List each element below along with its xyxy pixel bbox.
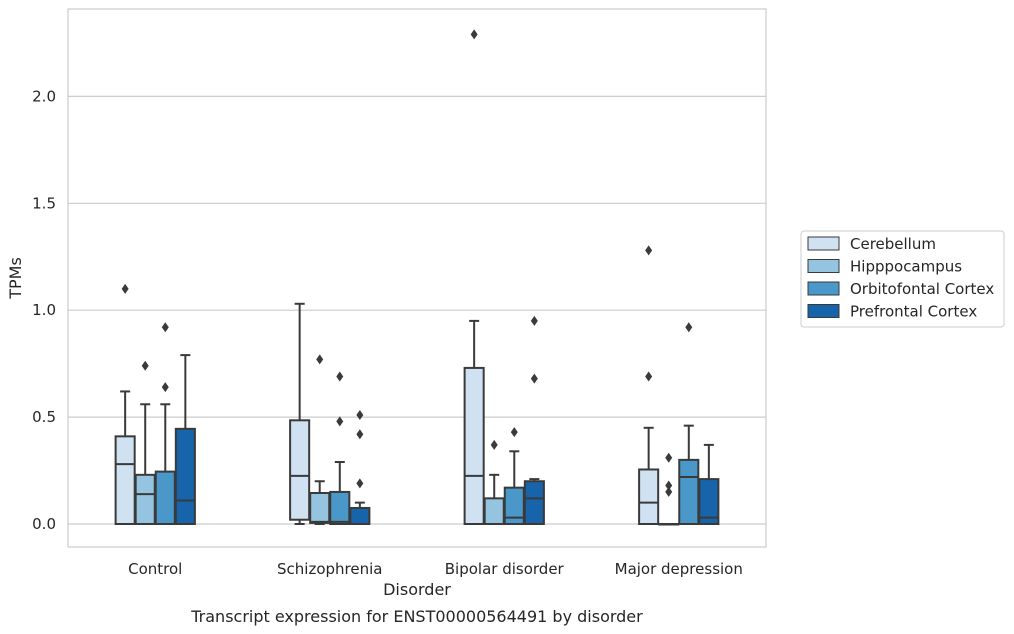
x-tick-label: Schizophrenia [277, 560, 382, 578]
outlier-point [316, 354, 324, 365]
outlier-point [665, 486, 673, 497]
x-axis-ticks: Control Schizophrenia Bipolar disorder Majo… [128, 560, 743, 578]
x-tick-label: Bipolar disorder [445, 560, 565, 578]
outlier-point [490, 439, 498, 450]
outlier-point [356, 429, 364, 440]
outlier-point [510, 427, 518, 438]
box-hipppocampus [134, 360, 156, 525]
box-orbitofontal-cortex [678, 322, 700, 525]
legend-swatch [807, 259, 840, 273]
outlier-point [685, 322, 693, 333]
box-prefrontal-cortex [349, 409, 371, 525]
box-cerebellum [289, 302, 311, 525]
box-cerebellum [114, 283, 136, 526]
legend-frame [800, 230, 1005, 328]
legend-entry-label: Hipppocampus [850, 258, 962, 276]
legend-swatch [807, 236, 840, 251]
box-iqr [134, 473, 156, 525]
y-tick-label: 2.0 [32, 87, 56, 105]
outlier-point [665, 452, 673, 463]
box-orbitofontal-cortex [154, 322, 176, 525]
outlier-point [470, 29, 478, 40]
legend-entry-label: Orbitofontal Cortex [850, 280, 994, 298]
y-axis-label: TPMs [6, 257, 25, 300]
legend-swatch [807, 304, 840, 318]
box-iqr [463, 366, 485, 525]
outlier-point [530, 373, 538, 384]
box-series [114, 29, 720, 526]
outlier-point [645, 371, 653, 382]
box-orbitofontal-cortex [329, 371, 351, 525]
outlier-point [645, 245, 653, 256]
legend-entry-label: Cerebellum [850, 235, 936, 253]
outlier-point [530, 315, 538, 326]
legend-swatch [807, 281, 840, 296]
box-prefrontal-cortex [698, 443, 720, 525]
outlier-point [336, 371, 344, 382]
outlier-point [161, 322, 169, 333]
box-iqr [289, 419, 311, 521]
box-hipppocampus [309, 354, 331, 525]
gridlines [68, 95, 766, 525]
chart-caption: Transcript expression for ENST0000056449… [190, 607, 643, 626]
box-iqr [309, 491, 331, 524]
box-prefrontal-cortex [523, 315, 545, 525]
legend-items: Cerebellum Hipppocampus Orbitofontal Corte… [807, 235, 994, 321]
box-iqr [154, 470, 176, 525]
box-iqr [523, 480, 545, 525]
box-cerebellum [638, 245, 660, 525]
y-tick-label: 1.0 [32, 301, 56, 319]
legend: Cerebellum Hipppocampus Orbitofontal Corte… [800, 230, 1005, 328]
box-iqr [349, 506, 371, 525]
outlier-point [356, 409, 364, 420]
outlier-point [336, 416, 344, 427]
y-tick-label: 1.5 [32, 194, 56, 212]
x-axis-label: Disorder [383, 580, 451, 599]
box-iqr [483, 497, 505, 525]
legend-entry-label: Prefrontal Cortex [850, 303, 977, 321]
box-iqr [698, 478, 720, 525]
box-iqr [174, 427, 196, 526]
x-tick-label: Major depression [615, 560, 743, 578]
box-hipppocampus [658, 452, 680, 526]
outlier-point [356, 478, 364, 489]
outlier-point [141, 360, 149, 371]
box-iqr [329, 490, 351, 525]
x-tick-label: Control [128, 560, 182, 578]
y-tick-label: 0.0 [32, 515, 56, 533]
box-iqr [114, 435, 136, 526]
outlier-point [161, 382, 169, 393]
plot-area-frame [67, 8, 767, 548]
y-axis-ticks: 0.0 0.5 1.0 1.5 2.0 [32, 87, 56, 533]
outlier-point [121, 283, 129, 294]
box-hipppocampus [483, 439, 505, 525]
outlier-point [665, 480, 673, 491]
box-prefrontal-cortex [174, 354, 196, 526]
box-iqr [678, 458, 700, 525]
box-iqr [503, 486, 525, 525]
box-orbitofontal-cortex [503, 427, 525, 525]
y-tick-label: 0.5 [32, 408, 56, 426]
box-iqr [638, 468, 660, 525]
box-cerebellum [463, 29, 485, 525]
